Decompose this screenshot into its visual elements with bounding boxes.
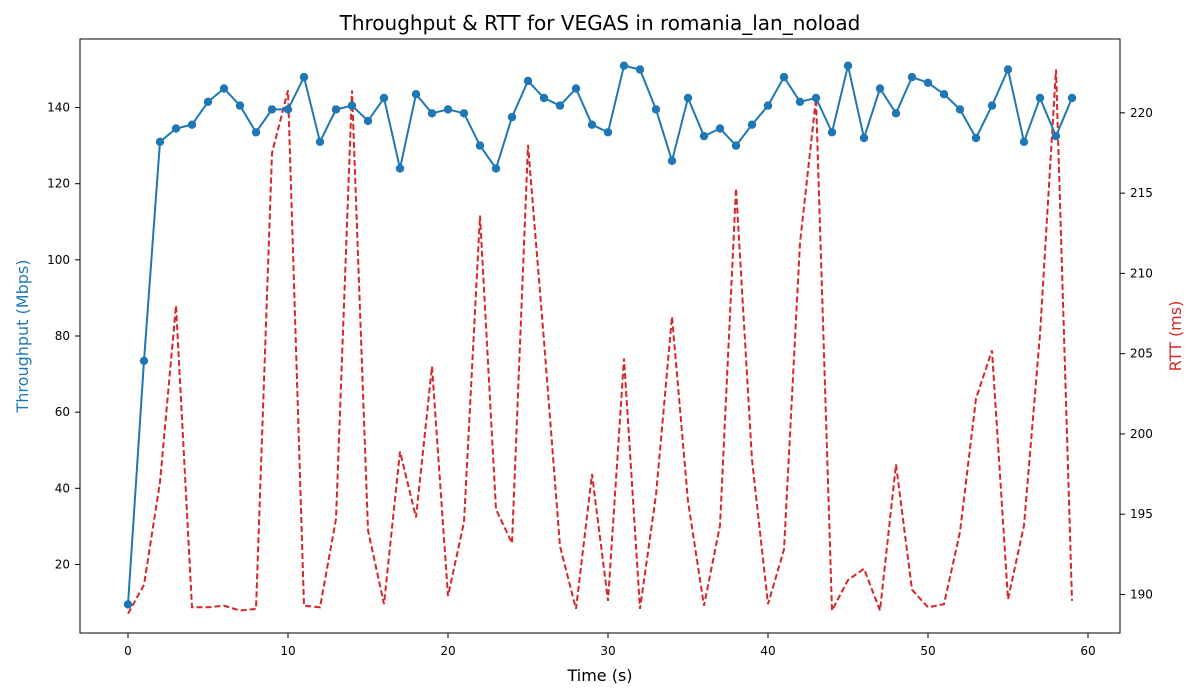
throughput-point	[747, 120, 757, 129]
rtt-line	[127, 69, 1073, 615]
x-tick-label: 0	[124, 644, 132, 658]
throughput-point	[939, 90, 949, 99]
x-tick-label: 40	[760, 644, 775, 658]
y-right-tick-label: 195	[1130, 507, 1153, 521]
rtt-series	[127, 69, 1073, 615]
x-tick-label: 50	[920, 644, 935, 658]
x-axis-ticks: 0 10 20 30 40 50 60	[124, 633, 1096, 658]
throughput-point	[475, 141, 485, 150]
throughput-point	[1051, 131, 1061, 141]
throughput-point	[987, 101, 997, 110]
x-tick-label: 30	[600, 644, 615, 658]
throughput-point	[331, 105, 341, 114]
throughput-point	[507, 112, 517, 122]
throughput-point	[955, 105, 965, 114]
throughput-point	[907, 72, 917, 82]
throughput-point	[651, 105, 661, 114]
y-axis-left-ticks: 20 40 60 80 100 120 140	[47, 101, 80, 571]
plot-area	[79, 38, 1121, 634]
throughput-point	[971, 133, 981, 143]
throughput-point	[187, 120, 197, 129]
throughput-point	[619, 61, 629, 70]
throughput-point	[251, 128, 261, 137]
y-right-tick-label: 220	[1130, 106, 1153, 120]
y-right-tick-label: 205	[1130, 347, 1153, 361]
x-tick-label: 60	[1080, 644, 1095, 658]
throughput-point	[363, 116, 373, 126]
x-tick-label: 10	[280, 644, 295, 658]
throughput-point	[1019, 137, 1029, 146]
throughput-point	[587, 120, 597, 129]
throughput-point	[843, 61, 853, 70]
throughput-point	[123, 600, 133, 609]
y-left-tick-label: 140	[47, 101, 70, 115]
y-left-tick-label: 60	[55, 405, 70, 419]
throughput-point	[891, 109, 901, 118]
y-left-tick-label: 100	[47, 253, 70, 267]
x-axis-label: Time (s)	[566, 666, 632, 685]
throughput-point	[347, 101, 357, 110]
y-left-tick-label: 120	[47, 177, 70, 191]
throughput-point	[155, 137, 165, 146]
throughput-point	[235, 101, 245, 110]
throughput-point	[779, 72, 789, 82]
throughput-point	[379, 93, 389, 103]
throughput-point	[427, 109, 437, 118]
throughput-point	[683, 93, 693, 103]
throughput-point	[139, 356, 149, 365]
throughput-point	[283, 105, 293, 114]
y-right-tick-label: 200	[1130, 427, 1153, 441]
y-left-tick-label: 20	[55, 557, 70, 571]
throughput-point	[555, 101, 565, 110]
throughput-point	[1003, 65, 1013, 74]
throughput-point	[875, 84, 885, 93]
throughput-point	[603, 128, 613, 137]
chart-title: Throughput & RTT for VEGAS in romania_la…	[339, 11, 861, 35]
throughput-point	[171, 124, 181, 133]
throughput-point	[827, 128, 837, 137]
throughput-point	[715, 124, 725, 133]
y-left-tick-label: 40	[55, 481, 70, 495]
throughput-point	[763, 101, 773, 110]
x-tick-label: 20	[440, 644, 455, 658]
throughput-point	[667, 156, 677, 165]
y-right-tick-label: 210	[1130, 266, 1153, 280]
throughput-point	[1035, 93, 1045, 103]
y-axis-left-label: Throughput (Mbps)	[13, 260, 32, 414]
throughput-point	[571, 84, 581, 93]
throughput-point	[731, 141, 741, 150]
y-axis-right-ticks: 190 195 200 205 210 215 220	[1120, 106, 1153, 601]
throughput-point	[443, 105, 453, 114]
throughput-point	[267, 105, 277, 114]
throughput-point	[923, 78, 933, 88]
y-right-tick-label: 190	[1130, 587, 1153, 601]
throughput-point	[795, 97, 805, 107]
throughput-point	[699, 131, 709, 141]
throughput-point	[411, 90, 421, 99]
throughput-point	[315, 137, 325, 146]
throughput-point	[539, 93, 549, 103]
throughput-point	[203, 97, 213, 107]
throughput-point	[811, 93, 821, 103]
y-right-tick-label: 215	[1130, 186, 1153, 200]
throughput-point	[523, 76, 533, 86]
throughput-point	[459, 109, 469, 118]
throughput-series	[123, 61, 1077, 609]
throughput-point	[491, 164, 501, 173]
throughput-point	[859, 133, 869, 143]
throughput-point	[219, 84, 229, 93]
throughput-point	[635, 65, 645, 74]
y-axis-right-label: RTT (ms)	[1166, 301, 1185, 372]
throughput-point	[395, 164, 405, 173]
throughput-point	[1067, 93, 1077, 103]
throughput-point	[299, 72, 309, 82]
y-left-tick-label: 80	[55, 329, 70, 343]
